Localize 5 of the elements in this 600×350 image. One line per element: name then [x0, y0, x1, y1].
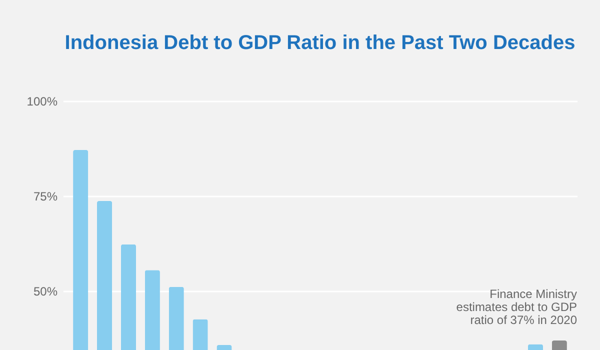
y-tick-label: 100%	[26, 94, 58, 108]
chart-title: Indonesia Debt to GDP Ratio in the Past Two Decades	[64, 32, 576, 54]
y-tick-label: 75%	[33, 190, 58, 204]
y-tick-label: 50%	[33, 284, 58, 299]
annotation: Finance Ministry estimates debt to GDP ratio of 37% in 2020	[456, 287, 578, 327]
